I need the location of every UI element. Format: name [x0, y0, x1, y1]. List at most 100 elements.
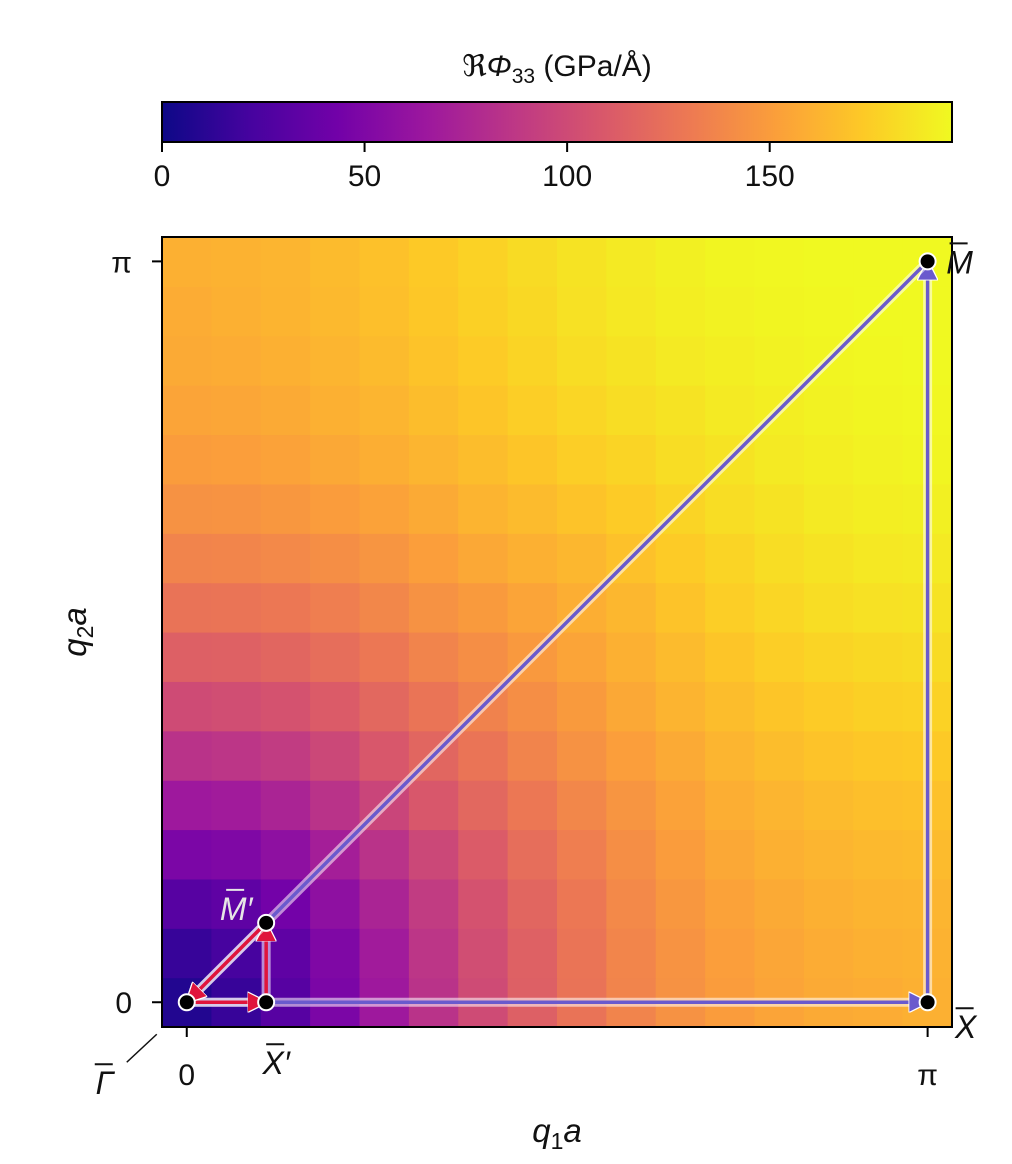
heatmap-cell: [606, 928, 657, 979]
heatmap-cell: [458, 533, 509, 584]
heatmap-cell: [260, 237, 311, 287]
heatmap-cell: [754, 434, 805, 485]
heatmap-cell: [310, 335, 361, 386]
heatmap-cell: [803, 632, 854, 682]
heatmap-cell: [211, 533, 262, 584]
heatmap-cell: [803, 780, 854, 831]
heatmap-cell: [606, 829, 657, 880]
plot-frame: [161, 236, 953, 1028]
heatmap-cell: [705, 237, 756, 287]
outer-path-segment: [187, 260, 929, 1002]
x-axis-label: q1a: [532, 1112, 582, 1154]
heatmap-cell: [359, 286, 410, 337]
heatmap-cell: [310, 483, 361, 534]
axis-ticks: 0 π 0 π: [111, 246, 938, 1092]
heatmap-cell: [260, 335, 311, 386]
heatmap-cell: [705, 681, 756, 732]
heatmap-cell: [705, 829, 756, 880]
heatmap-cell: [803, 829, 854, 880]
heatmap-cell: [655, 286, 706, 337]
heatmap-cell: [754, 286, 805, 337]
heatmap-cell: [803, 434, 854, 485]
heatmap-cell: [211, 582, 262, 633]
heatmap-cell: [606, 780, 657, 831]
heatmap-cell: [310, 434, 361, 485]
heatmap-cell: [655, 434, 706, 485]
heatmap-cell: [803, 928, 854, 979]
heatmap-cell: [260, 582, 311, 633]
heatmap-cell: [705, 582, 756, 633]
heatmap-cell: [162, 533, 212, 584]
heatmap-cell: [260, 533, 311, 584]
heatmap-cell: [507, 286, 558, 337]
heatmap-cell: [408, 483, 459, 534]
heatmap-cell: [606, 434, 657, 485]
heatmap-cell: [162, 286, 212, 337]
heatmap-cell: [705, 878, 756, 929]
heatmap-cell: [705, 533, 756, 584]
heatmap-cell: [754, 829, 805, 880]
heatmap-cell: [655, 385, 706, 436]
symmetry-point: [177, 993, 196, 1012]
heatmap-cell: [557, 730, 607, 781]
heatmap-cell: [408, 434, 459, 485]
heatmap-cell: [162, 730, 212, 781]
heatmap-cell: [803, 286, 854, 337]
heatmap-cell: [853, 681, 904, 732]
path-arrows: [182, 256, 929, 1002]
heatmap-cell: [754, 582, 805, 633]
heatmap-cell: [803, 483, 854, 534]
heatmap-cell: [754, 730, 805, 781]
heatmap-cell: [408, 780, 459, 831]
heatmap-cell: [705, 632, 756, 682]
heatmap-cell: [359, 434, 410, 485]
heatmap-cell: [162, 483, 212, 534]
inner-path-segment: [187, 921, 268, 1002]
heatmap-cell: [408, 385, 459, 436]
heatmap-cell: [507, 730, 558, 781]
heatmap-cell: [260, 385, 311, 436]
y-tick-label: π: [111, 246, 132, 279]
heatmap-cell: [655, 829, 706, 880]
heatmap-cell: [408, 237, 459, 287]
heatmap-cell: [458, 632, 509, 682]
heatmap-cell: [458, 928, 509, 979]
heatmap-cell: [359, 878, 410, 929]
heatmap-cell: [557, 878, 607, 929]
heatmap-cell: [507, 483, 558, 534]
heatmap-cell: [408, 335, 459, 386]
heatmap-cell: [310, 385, 361, 436]
heatmap-cell: [655, 928, 706, 979]
heatmap-cell: [211, 780, 262, 831]
heatmap-cell: [606, 681, 657, 732]
heatmap-cell: [211, 878, 262, 929]
heatmap-cell: [162, 632, 212, 682]
heatmap-cell: [507, 780, 558, 831]
heatmap-cell: [557, 483, 607, 534]
heatmap-cell: [606, 335, 657, 386]
heatmap-cell: [655, 335, 706, 386]
heatmap-cell: [754, 928, 805, 979]
heatmap-cell: [853, 829, 904, 880]
heatmap-cell: [211, 237, 262, 287]
heatmap-cell: [211, 483, 262, 534]
heatmap-cell: [260, 632, 311, 682]
heatmap-cell: [754, 483, 805, 534]
heatmap-cell: [655, 780, 706, 831]
heatmap-cell: [260, 434, 311, 485]
heatmap-cell: [408, 286, 459, 337]
heatmap-cell: [162, 335, 212, 386]
colorbar-gradient: [161, 101, 953, 143]
heatmap-cell: [310, 237, 361, 287]
heatmap-cell: [458, 582, 509, 633]
heatmap-cell: [211, 681, 262, 732]
heatmap-cell: [606, 286, 657, 337]
heatmap-cell: [458, 730, 509, 781]
y-tick-label: 0: [115, 987, 132, 1020]
heatmap-cell: [359, 237, 410, 287]
heatmap-cell: [853, 385, 904, 436]
heatmap-cell: [507, 928, 558, 979]
heatmap-cell: [359, 632, 410, 682]
heatmap-cell: [803, 385, 854, 436]
heatmap-cell: [853, 434, 904, 485]
